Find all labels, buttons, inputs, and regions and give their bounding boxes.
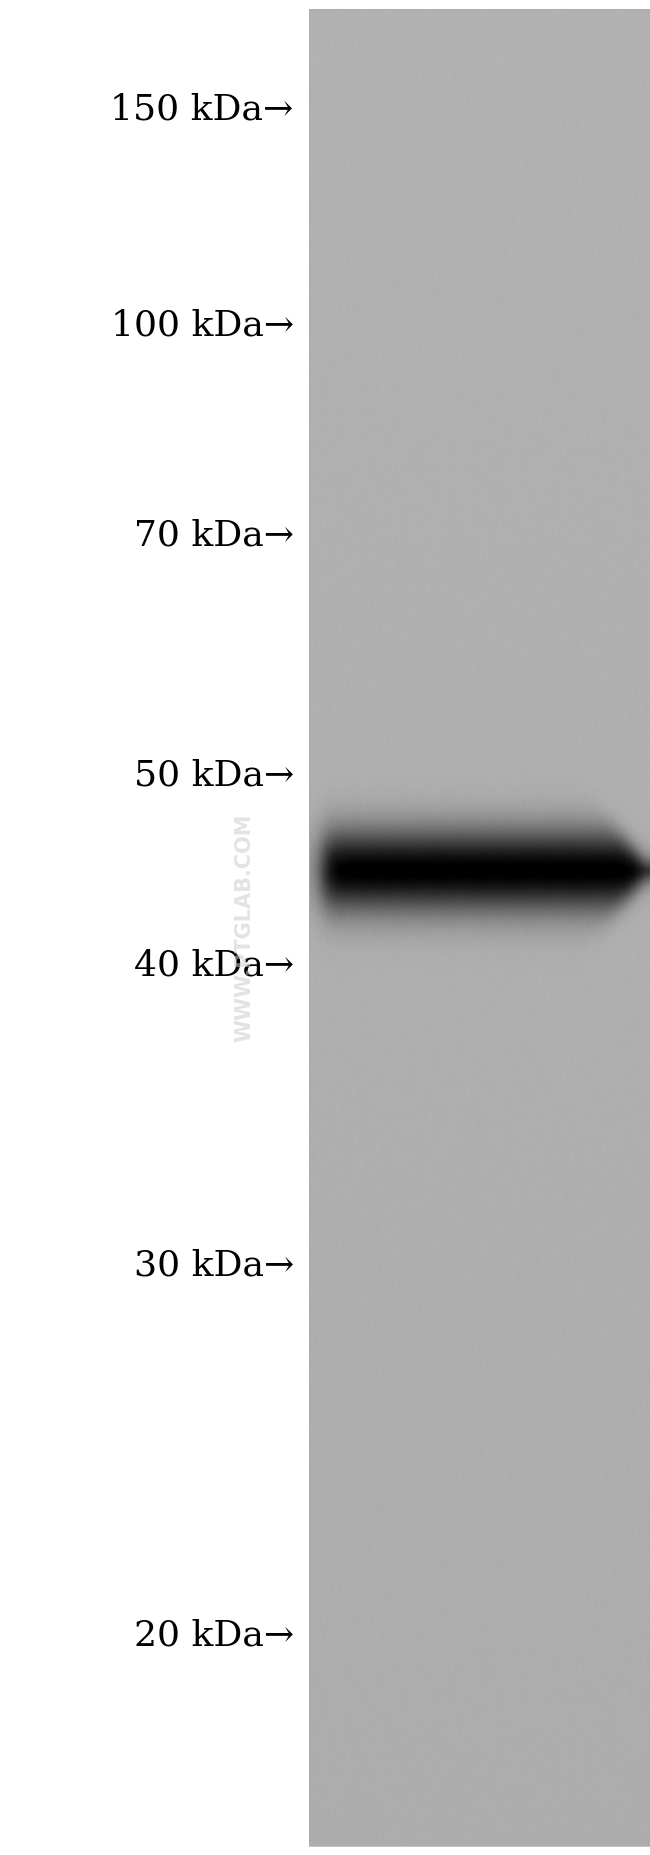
Text: 40 kDa→: 40 kDa→ <box>134 948 294 981</box>
Text: 150 kDa→: 150 kDa→ <box>111 93 294 126</box>
Text: 50 kDa→: 50 kDa→ <box>133 759 294 792</box>
Text: 20 kDa→: 20 kDa→ <box>134 1618 294 1653</box>
Text: 100 kDa→: 100 kDa→ <box>111 308 294 341</box>
Text: 30 kDa→: 30 kDa→ <box>133 1248 294 1282</box>
Text: WWW.PTGLAB.COM: WWW.PTGLAB.COM <box>235 812 254 1043</box>
Bar <box>309 9 650 1846</box>
Text: 70 kDa→: 70 kDa→ <box>134 518 294 553</box>
